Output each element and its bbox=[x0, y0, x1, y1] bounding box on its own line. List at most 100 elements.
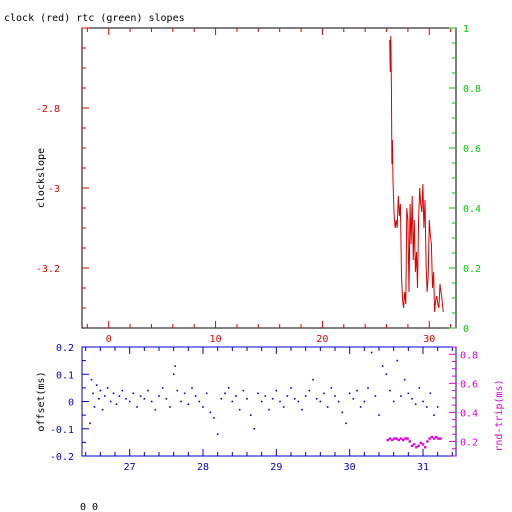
offset-point bbox=[304, 395, 307, 397]
offset-point bbox=[257, 392, 259, 395]
offset-point bbox=[213, 417, 215, 419]
y-tick-label: 0.2 bbox=[56, 343, 74, 354]
offset-point bbox=[249, 414, 252, 416]
offset-point bbox=[115, 403, 118, 406]
offset-point bbox=[381, 365, 384, 367]
offset-point bbox=[356, 389, 358, 392]
offset-point bbox=[143, 397, 146, 400]
offset-point bbox=[268, 408, 270, 411]
offset-point bbox=[194, 395, 197, 397]
footer-label: 0 0 bbox=[80, 502, 98, 512]
x-tick-label: 10 bbox=[210, 334, 222, 345]
offset-point bbox=[312, 378, 314, 381]
roundtrip-point bbox=[419, 441, 422, 445]
offset-point bbox=[118, 395, 121, 397]
y2-tick-label: 0.8 bbox=[463, 84, 481, 95]
offset-point bbox=[253, 427, 256, 430]
roundtrip-point bbox=[432, 437, 436, 440]
y-tick-label: -0.2 bbox=[50, 452, 74, 463]
offset-point bbox=[389, 389, 391, 392]
y-tick-label: 0.1 bbox=[56, 370, 74, 381]
roundtrip-point bbox=[435, 435, 438, 439]
offset-point bbox=[352, 397, 355, 400]
offset-point bbox=[348, 392, 351, 395]
offset-panel: 27 28 29 30 31 0.2 0.1 0 -0.1 -0.2 0.8 0.6 0.4 0.2 off… bbox=[36, 343, 505, 473]
slopes-panel: 0 10 20 30 -2.8 -3 -3.2 0 0.2 0.4 0.6 0.8 1 clockslop… bbox=[36, 24, 481, 345]
y-tick-label: -0.1 bbox=[50, 425, 74, 436]
offset-point bbox=[231, 400, 234, 403]
offset-point bbox=[319, 400, 322, 403]
y2-axis-label: rnd-trip(ms) bbox=[494, 379, 505, 451]
roundtrip-point bbox=[437, 437, 440, 440]
offset-point bbox=[99, 389, 102, 392]
offset-point bbox=[220, 397, 223, 400]
offset-point bbox=[205, 392, 208, 395]
offset-point bbox=[359, 406, 362, 408]
offset-point bbox=[174, 365, 176, 367]
roundtrip-point bbox=[417, 444, 420, 448]
roundtrip-point bbox=[424, 446, 427, 449]
offset-point bbox=[90, 378, 93, 381]
offset-point bbox=[180, 400, 182, 403]
offset-point bbox=[158, 395, 160, 397]
offset-point bbox=[414, 403, 417, 406]
offset-point bbox=[385, 373, 388, 376]
offset-point bbox=[98, 397, 100, 400]
offset-point bbox=[330, 387, 333, 389]
offset-point bbox=[271, 397, 274, 400]
offset-point bbox=[260, 400, 263, 403]
offset-point bbox=[93, 406, 96, 408]
offset-point bbox=[315, 397, 318, 400]
chart-title: clock (red) rtc (green) slopes bbox=[4, 13, 185, 24]
offset-point bbox=[418, 387, 421, 389]
offset-point bbox=[392, 400, 395, 403]
roundtrip-point bbox=[402, 438, 405, 442]
offset-point bbox=[297, 400, 300, 403]
y-tick-label: 0 bbox=[68, 398, 74, 409]
offset-point bbox=[323, 392, 325, 395]
offset-point bbox=[370, 351, 373, 354]
roundtrip-point bbox=[391, 438, 394, 442]
x-tick-label: 29 bbox=[270, 462, 282, 473]
offset-point bbox=[132, 392, 135, 395]
x-tick-label: 31 bbox=[417, 462, 429, 473]
offset-point bbox=[139, 395, 142, 397]
offset-point bbox=[396, 359, 399, 362]
roundtrip-point bbox=[388, 437, 392, 440]
offset-point bbox=[425, 406, 428, 408]
roundtrip-point bbox=[421, 443, 425, 446]
offset-point bbox=[172, 373, 175, 376]
offset-point bbox=[92, 392, 94, 395]
y-tick-label: -2.8 bbox=[36, 104, 60, 115]
roundtrip-point bbox=[410, 444, 414, 448]
offset-point bbox=[121, 389, 124, 392]
offset-point bbox=[378, 414, 380, 416]
offset-point bbox=[407, 392, 410, 395]
y2-tick-label: 0.2 bbox=[463, 264, 481, 275]
offset-point bbox=[403, 378, 406, 381]
y2-tick-label: 0.4 bbox=[463, 204, 481, 215]
offset-point bbox=[275, 389, 278, 392]
offset-point bbox=[429, 392, 432, 395]
offset-point bbox=[106, 387, 109, 389]
offset-point bbox=[154, 408, 157, 411]
offset-point bbox=[147, 389, 149, 392]
roundtrip-point bbox=[386, 438, 389, 442]
roundtrip-point bbox=[426, 440, 429, 443]
offset-point bbox=[150, 400, 153, 403]
y2-tick-label: 0.6 bbox=[463, 144, 481, 155]
y-axis-label: offset(ms) bbox=[36, 371, 47, 431]
x-tick-label: 28 bbox=[197, 462, 209, 473]
offset-point bbox=[187, 403, 190, 406]
y2-tick-label: 0.4 bbox=[460, 408, 478, 419]
roundtrip-point bbox=[415, 446, 418, 449]
offset-point bbox=[433, 414, 435, 416]
y-tick-label: -3.2 bbox=[36, 264, 60, 275]
roundtrip-point bbox=[439, 437, 442, 440]
offset-point bbox=[279, 400, 281, 403]
offset-point bbox=[293, 397, 296, 400]
offset-point bbox=[235, 395, 237, 397]
offset-point bbox=[238, 408, 241, 411]
offset-point bbox=[169, 406, 171, 408]
offset-point bbox=[367, 387, 369, 389]
